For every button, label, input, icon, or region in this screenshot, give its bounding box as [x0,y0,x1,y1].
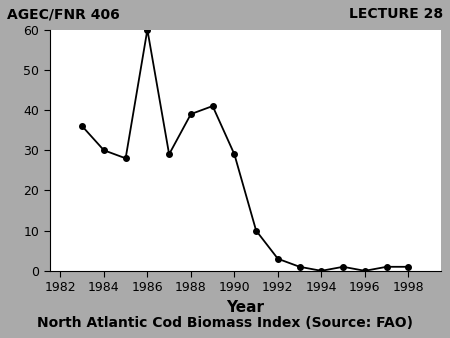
X-axis label: Year: Year [226,300,264,315]
Text: North Atlantic Cod Biomass Index (Source: FAO): North Atlantic Cod Biomass Index (Source… [37,316,413,330]
Text: AGEC/FNR 406: AGEC/FNR 406 [7,7,120,21]
Text: LECTURE 28: LECTURE 28 [349,7,443,21]
